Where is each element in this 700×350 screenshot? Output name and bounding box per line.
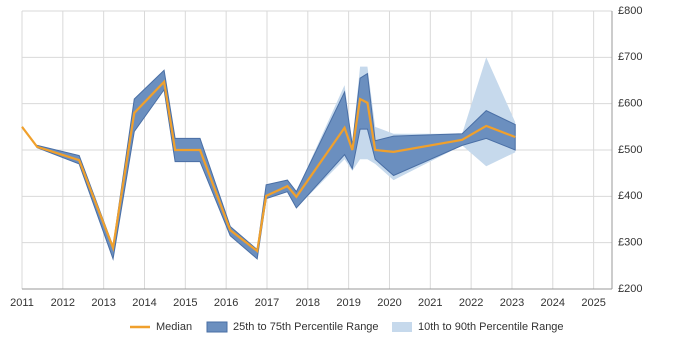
x-tick-label: 2022	[459, 297, 483, 309]
x-tick-label: 2018	[296, 297, 320, 309]
y-tick-label: £500	[618, 144, 642, 156]
x-tick-label: 2015	[173, 297, 197, 309]
legend-swatch	[392, 322, 412, 332]
y-tick-label: £800	[618, 5, 642, 17]
x-tick-label: 2024	[541, 297, 565, 309]
x-tick-label: 2025	[581, 297, 605, 309]
x-tick-label: 2012	[51, 297, 75, 309]
y-tick-label: £600	[618, 98, 642, 110]
x-tick-label: 2019	[336, 297, 360, 309]
y-tick-label: £400	[618, 190, 642, 202]
y-tick-label: £700	[618, 51, 642, 63]
y-tick-label: £200	[618, 283, 642, 295]
x-tick-label: 2017	[255, 297, 279, 309]
x-tick-label: 2013	[91, 297, 115, 309]
median-line	[21, 79, 516, 254]
legend-label: Median	[156, 321, 192, 333]
legend-label: 25th to 75th Percentile Range	[233, 321, 379, 333]
x-tick-label: 2021	[418, 297, 442, 309]
range-band	[36, 69, 516, 261]
x-tick-label: 2023	[500, 297, 524, 309]
x-tick-label: 2016	[214, 297, 238, 309]
range-band	[37, 57, 516, 259]
x-tick-label: 2011	[10, 297, 34, 309]
x-tick-label: 2020	[377, 297, 401, 309]
x-tick-label: 2014	[132, 297, 156, 309]
legend-swatch	[206, 321, 228, 333]
legend-label: 10th to 90th Percentile Range	[418, 321, 564, 333]
y-tick-label: £300	[618, 237, 642, 249]
